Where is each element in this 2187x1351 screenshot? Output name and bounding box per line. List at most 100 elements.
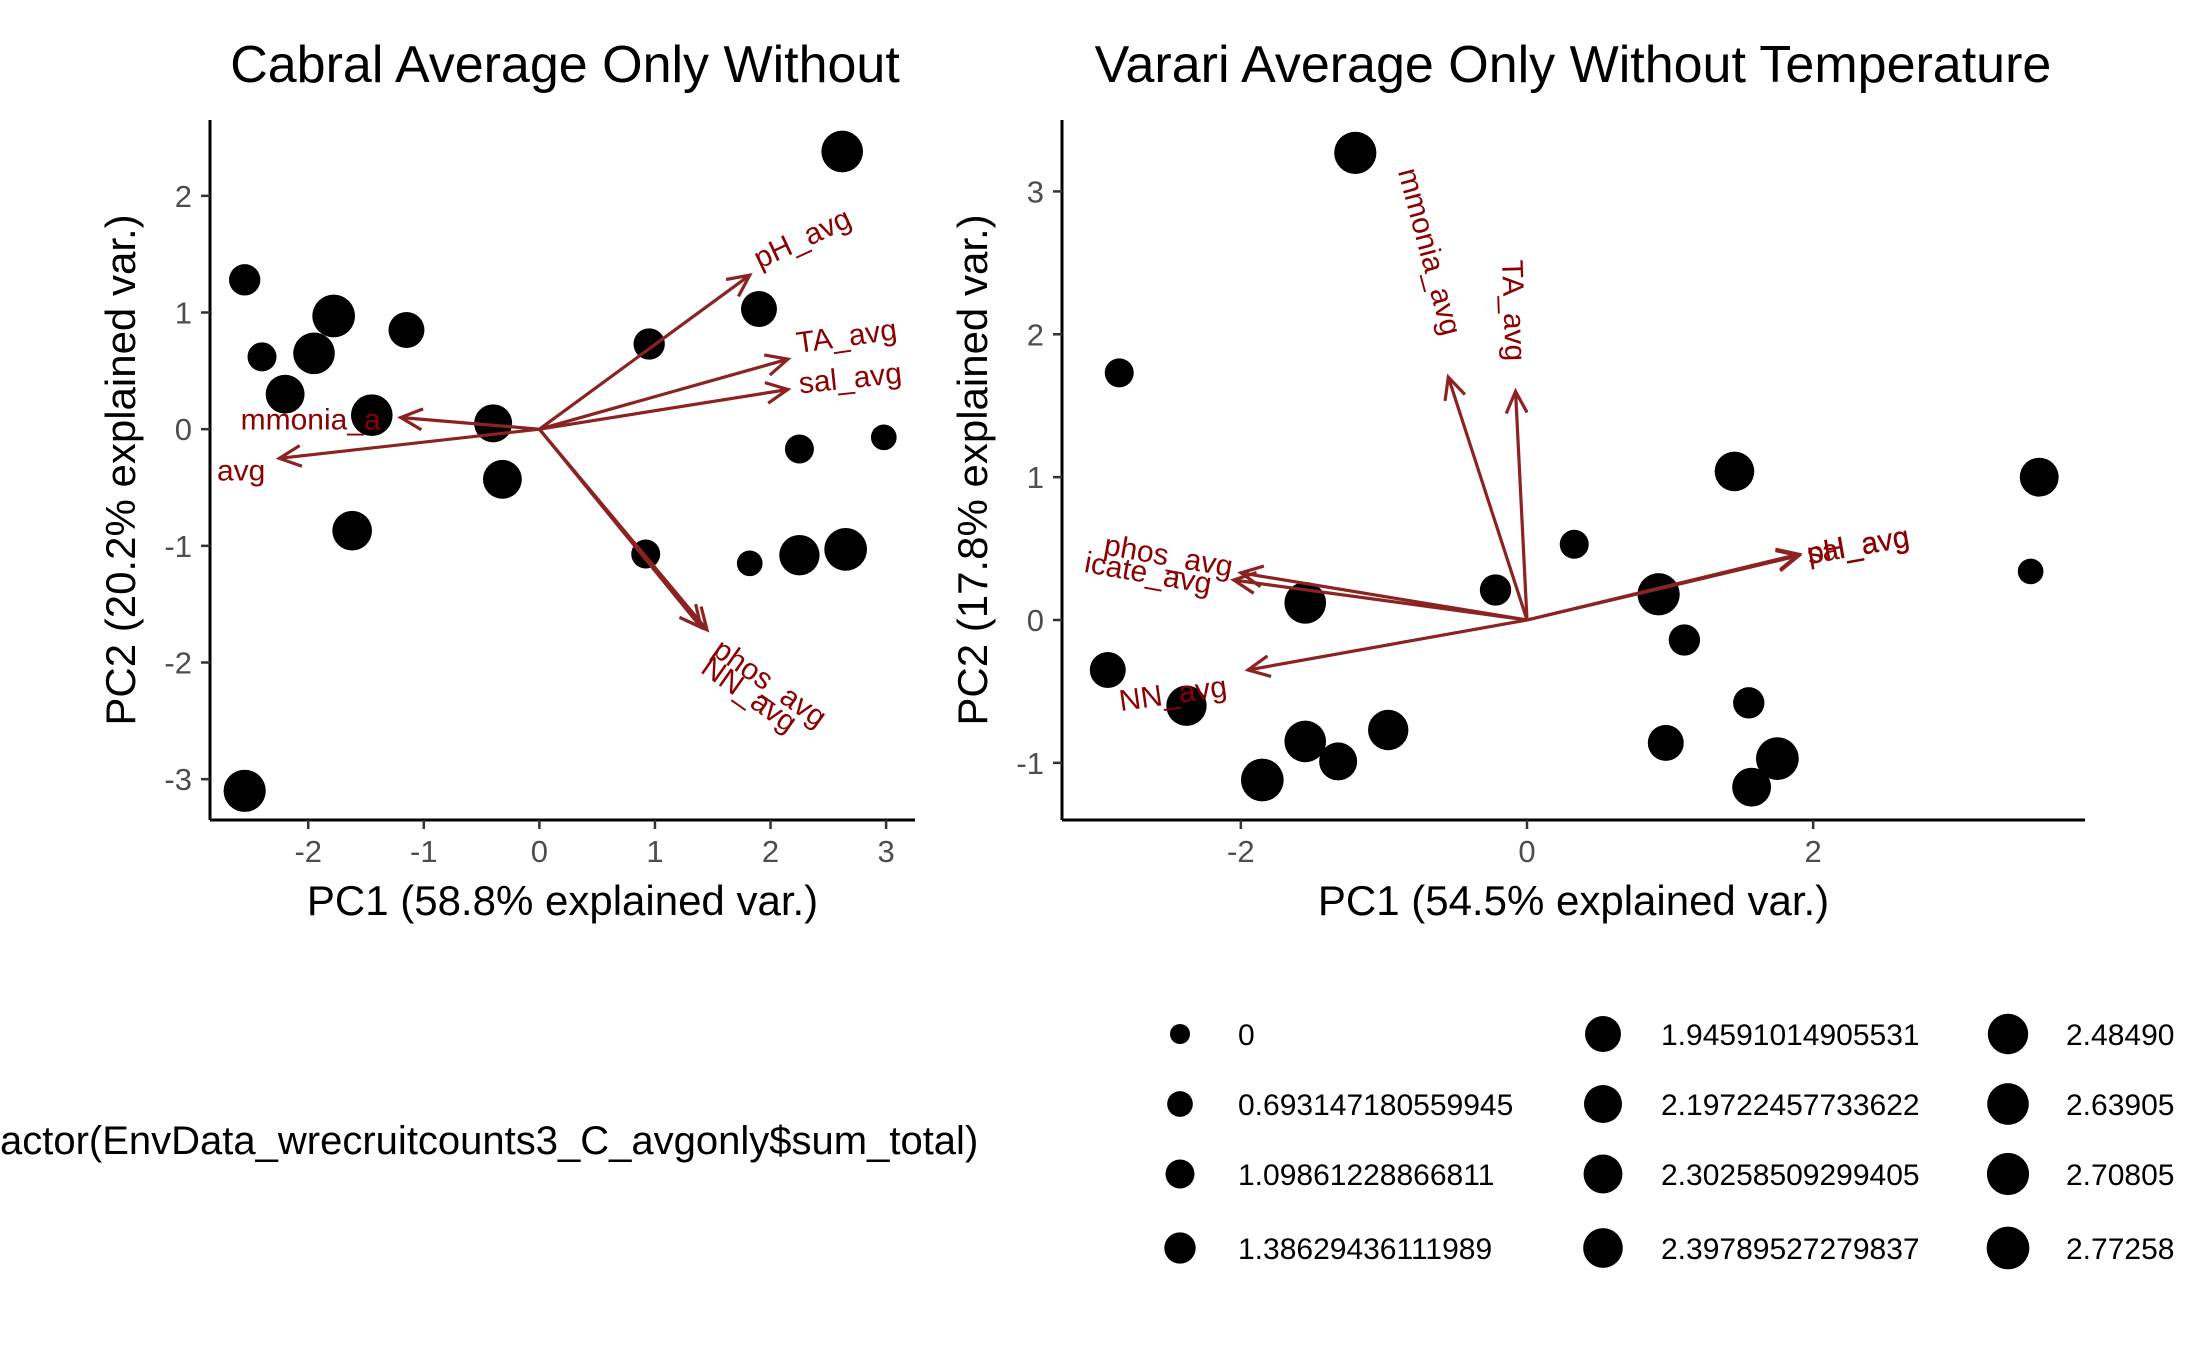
data-point [1319, 742, 1358, 781]
data-point [293, 332, 335, 375]
y-tick-label: -1 [1016, 746, 1044, 781]
chart-title: Cabral Average Only Without [230, 36, 900, 94]
loading-arrow [1513, 391, 1529, 621]
legend-key [1583, 1084, 1623, 1124]
x-tick-label: 2 [762, 834, 779, 869]
loading-arrow [538, 428, 703, 629]
y-tick-label: -1 [164, 529, 192, 564]
data-point [633, 328, 665, 360]
legend-label: 2.63905 [2066, 1089, 2174, 1122]
loading-arrowhead [1244, 654, 1272, 679]
data-point [2019, 457, 2059, 497]
data-point [332, 510, 372, 551]
x-tick-label: 0 [531, 834, 548, 869]
data-point [228, 264, 261, 296]
y-tick-label: 2 [175, 179, 192, 214]
loading-arrow [1247, 618, 1528, 672]
legend-key [1583, 1154, 1623, 1194]
data-point [824, 527, 868, 571]
data-point [312, 294, 356, 338]
data-point [1334, 131, 1377, 174]
legend-key [1585, 1016, 1621, 1052]
size-legend: actor(EnvData_wrecruitcounts3_C_avgonly$… [0, 1013, 2174, 1270]
data-point [1166, 685, 1207, 726]
x-tick-label: 2 [1805, 834, 1822, 869]
loading-arrowhead [763, 353, 792, 377]
legend-key [1583, 1228, 1623, 1268]
legend-label: 1.94591014905531 [1661, 1019, 1920, 1052]
y-tick-label: -2 [164, 646, 192, 681]
loading-arrow [1446, 376, 1529, 621]
legend-label: 2.39789527279837 [1661, 1233, 1920, 1266]
legend-label: 0.693147180559945 [1238, 1089, 1513, 1122]
legend-title: actor(EnvData_wrecruitcounts3_C_avgonly$… [0, 1119, 978, 1163]
loading-arrow [279, 427, 540, 460]
loading-arrowhead [1775, 547, 1803, 571]
data-point [1240, 758, 1284, 802]
x-tick-label: 1 [646, 834, 663, 869]
data-point [784, 434, 814, 464]
data-point [870, 424, 897, 451]
data-point [223, 769, 266, 812]
data-point [1089, 652, 1126, 688]
loading-label: sal_avg [797, 357, 903, 401]
y-axis-label: PC2 (17.8% explained var.) [949, 214, 996, 725]
loading-arrow [400, 415, 540, 431]
legend-key [1165, 1159, 1195, 1189]
data-point [736, 550, 763, 577]
y-tick-label: 0 [175, 412, 192, 447]
data-point [1479, 574, 1512, 606]
legend-label: 2.70805 [2066, 1159, 2174, 1192]
data-point [1637, 573, 1680, 616]
loading-label: sal_avg [1804, 521, 1912, 571]
loading-label: mmonia_a [241, 404, 381, 437]
y-tick-label: -3 [164, 762, 192, 797]
loading-label: mmonia_avg [1391, 165, 1467, 339]
legend-label: 2.48490 [2066, 1019, 2174, 1052]
loading-arrow [538, 273, 751, 431]
loading-label: TA_avg [794, 313, 899, 360]
data-point [1104, 358, 1134, 388]
loading-arrowhead [678, 603, 704, 631]
data-point [1668, 624, 1701, 656]
legend-key [1986, 1152, 2030, 1196]
x-tick-label: 3 [877, 834, 894, 869]
varari-pca-panel: Varari Average Only Without Temperature -… [949, 36, 2085, 924]
loading-arrow [539, 387, 789, 431]
data-point [1368, 709, 1409, 751]
data-point [1756, 737, 1799, 780]
legend-key [1986, 1226, 2030, 1270]
legend-label: 2.19722457733622 [1661, 1089, 1920, 1122]
loading-arrowhead [1230, 571, 1258, 595]
legend-key [1170, 1024, 1190, 1044]
loading-arrowhead [725, 272, 753, 298]
y-tick-label: 1 [175, 296, 192, 331]
data-point [247, 342, 277, 372]
data-point [1714, 451, 1755, 492]
data-point [2017, 558, 2044, 585]
legend-key [1167, 1091, 1193, 1117]
data-point [350, 394, 393, 436]
data-point [1284, 720, 1327, 763]
x-axis-label: PC1 (54.5% explained var.) [1318, 877, 1829, 924]
data-point [1647, 724, 1684, 761]
data-point [1559, 529, 1589, 559]
loading-arrowhead [764, 381, 792, 405]
legend-key [1164, 1232, 1196, 1264]
data-point [265, 374, 305, 414]
x-tick-label: -1 [410, 834, 438, 869]
x-axis-label: PC1 (58.8% explained var.) [307, 877, 818, 924]
loading-arrowhead [275, 444, 303, 468]
y-tick-label: 1 [1027, 460, 1044, 495]
legend-label: 1.09861228866811 [1238, 1159, 1494, 1192]
data-point [779, 534, 820, 576]
cabral-pca-panel: Cabral Average Only Without -2 -1 0 1 2 3 -3 -2 -… [97, 36, 915, 924]
loading-arrowhead [1504, 387, 1529, 415]
data-point [388, 312, 425, 348]
y-axis-label: PC2 (20.2% explained var.) [97, 214, 144, 725]
loading-arrowhead [397, 407, 424, 432]
loading-arrow [538, 357, 789, 431]
loading-arrow [1526, 552, 1800, 622]
legend-key [1987, 1083, 2029, 1125]
